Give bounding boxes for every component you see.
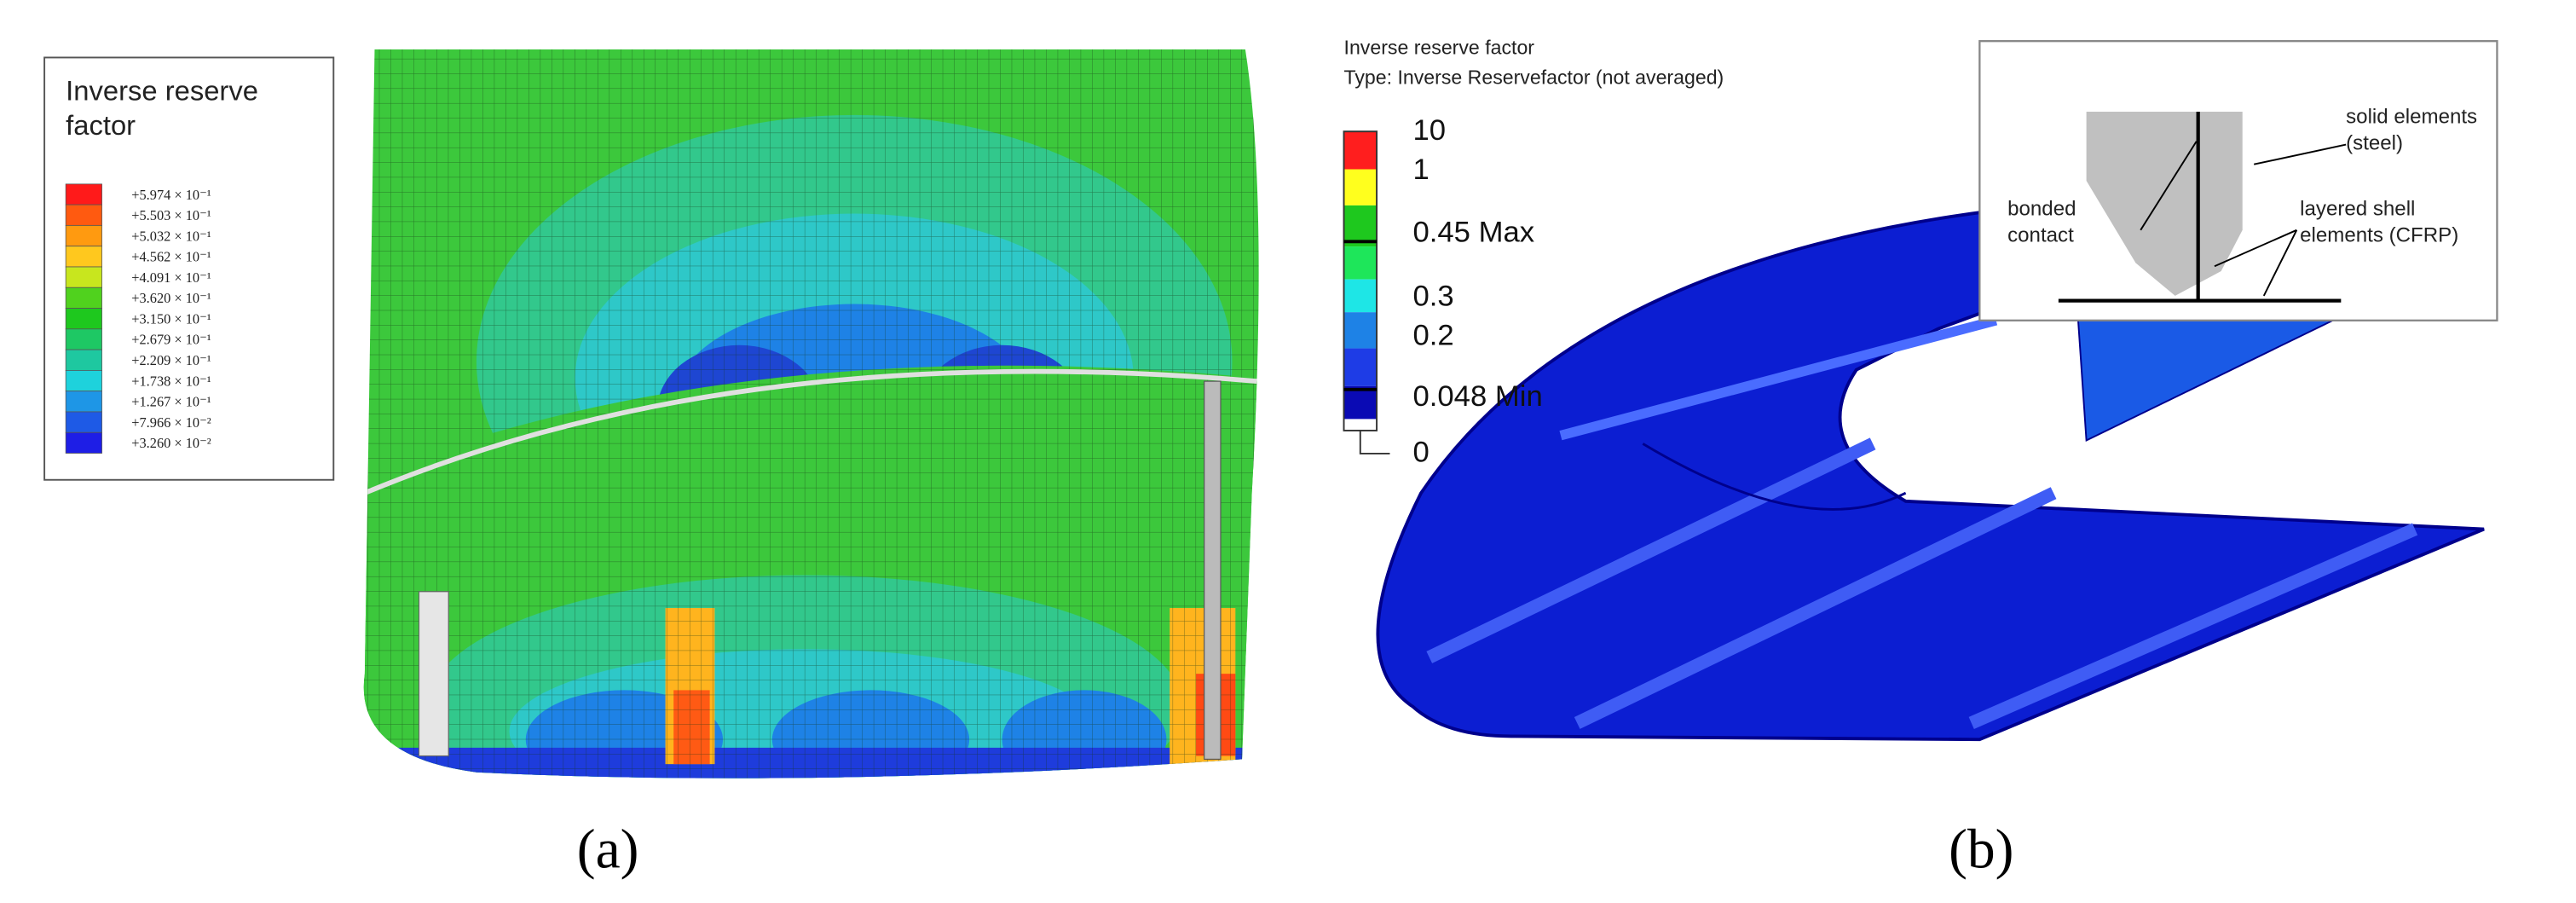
legend-type: Type: Inverse Reservefactor (not average… <box>1344 66 1724 88</box>
legend-b: Inverse reserve factor Type: Inverse Res… <box>1343 37 1724 469</box>
label-bonded: bonded contact <box>2007 197 2076 246</box>
legend-swatch <box>65 266 102 288</box>
wing-model-b <box>1376 208 2485 742</box>
legend-label: +4.091 × 10⁻¹ <box>131 269 211 286</box>
label-shell-text: layered shell elements (CFRP) <box>2300 197 2459 246</box>
legend-label: +5.503 × 10⁻¹ <box>131 207 211 223</box>
colorbar-label: 0.3 <box>1412 280 1453 312</box>
label-bonded-text: bonded contact <box>2007 197 2076 246</box>
legend-title: Inverse reserve factor <box>1344 37 1535 59</box>
legend-swatch <box>65 349 102 371</box>
colorbar-label: 0 <box>1412 437 1429 469</box>
color-band <box>1343 348 1378 386</box>
legend-label: +2.209 × 10⁻¹ <box>131 352 211 368</box>
caption-b: (b) <box>1949 819 2013 881</box>
legend-label: +2.679 × 10⁻¹ <box>131 332 211 348</box>
label-shell: layered shell elements (CFRP) <box>2300 197 2459 246</box>
colorbar-label: 0.45 Max <box>1412 216 1534 248</box>
caption-a: (a) <box>577 819 639 881</box>
legend-title-text: Inverse reserve factor <box>66 75 258 142</box>
inset: solid elements (steel) bonded contact la… <box>1978 40 2498 321</box>
legend-swatch <box>65 370 102 392</box>
zero-bracket <box>1359 430 1390 454</box>
legend-label: +3.260 × 10⁻² <box>131 435 211 451</box>
legend-label: +5.032 × 10⁻¹ <box>131 228 211 244</box>
color-band <box>1343 205 1378 247</box>
legend-swatch <box>65 204 102 226</box>
label-solid: solid elements (steel) <box>2346 105 2478 154</box>
color-band <box>1343 312 1378 349</box>
color-band <box>1343 385 1378 420</box>
legend-label: +1.738 × 10⁻¹ <box>131 373 211 389</box>
legend-swatch <box>65 246 102 268</box>
legend-label: +7.966 × 10⁻² <box>131 414 211 431</box>
label-solid-text: solid elements (steel) <box>2346 105 2478 154</box>
legend-swatch <box>65 411 102 433</box>
legend-swatch <box>65 308 102 330</box>
legend-label: +5.974 × 10⁻¹ <box>131 187 211 203</box>
color-band <box>1343 279 1378 313</box>
legend-label: +1.267 × 10⁻¹ <box>131 394 211 410</box>
color-band <box>1343 169 1378 205</box>
legend-swatch <box>65 287 102 309</box>
legend-label: +3.150 × 10⁻¹ <box>131 310 211 327</box>
legend-title: Inverse reserve factor <box>66 75 258 142</box>
legend-swatch <box>65 391 102 413</box>
legend-label: +3.620 × 10⁻¹ <box>131 290 211 306</box>
legend-label: +4.562 × 10⁻¹ <box>131 249 211 265</box>
color-band <box>1343 419 1378 431</box>
legend-swatch <box>65 183 102 205</box>
colorbar-label: 0.2 <box>1412 320 1453 352</box>
legend-swatch <box>65 328 102 350</box>
legend-swatch <box>65 225 102 247</box>
color-band <box>1343 246 1378 280</box>
color-band <box>1343 131 1378 170</box>
legend-a: Inverse reserve factor +5.974 × 10⁻¹ +5.5… <box>43 56 335 481</box>
wing-model-a <box>363 49 1259 779</box>
colorbar-label: 1 <box>1412 153 1429 186</box>
colorbar-label: 0.048 Min <box>1412 380 1542 413</box>
legend-swatch <box>65 431 102 454</box>
colorbar-label: 10 <box>1412 114 1446 147</box>
